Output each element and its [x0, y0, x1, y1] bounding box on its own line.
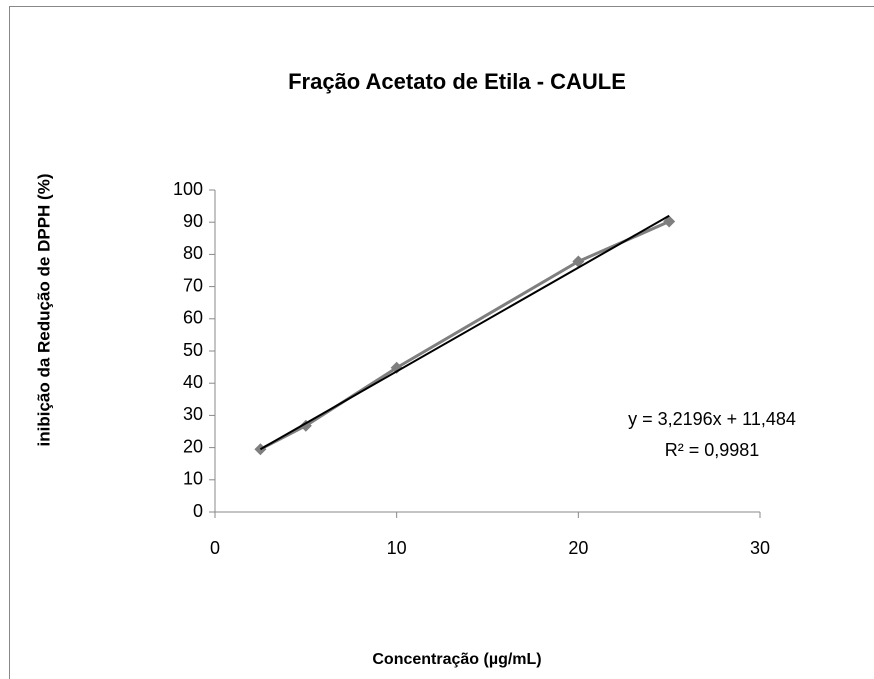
- r2-annotation: R² = 0,9981: [665, 440, 760, 460]
- y-tick-label: 80: [183, 243, 203, 263]
- y-tick-label: 90: [183, 211, 203, 231]
- y-tick-label: 60: [183, 308, 203, 328]
- y-tick-label: 100: [173, 179, 203, 199]
- y-tick-label: 50: [183, 340, 203, 360]
- y-tick-label: 10: [183, 469, 203, 489]
- y-axis-label: inibição da Redução de DPPH (%): [34, 174, 53, 447]
- y-tick-label: 0: [193, 501, 203, 521]
- y-tick-label: 70: [183, 275, 203, 295]
- x-tick-label: 20: [568, 538, 588, 558]
- equation-annotation: y = 3,2196x + 11,484: [628, 409, 796, 429]
- trendline: [259, 214, 670, 451]
- chart-title: Fração Acetato de Etila - CAULE: [288, 69, 626, 94]
- x-tick-label: 0: [210, 538, 220, 558]
- x-tick-label: 10: [387, 538, 407, 558]
- y-tick-label: 40: [183, 372, 203, 392]
- x-axis-label: Concentração (µg/mL): [372, 651, 541, 668]
- y-tick-label: 20: [183, 436, 203, 456]
- y-tick-label: 30: [183, 404, 203, 424]
- x-tick-label: 30: [750, 538, 770, 558]
- marker: [572, 255, 585, 268]
